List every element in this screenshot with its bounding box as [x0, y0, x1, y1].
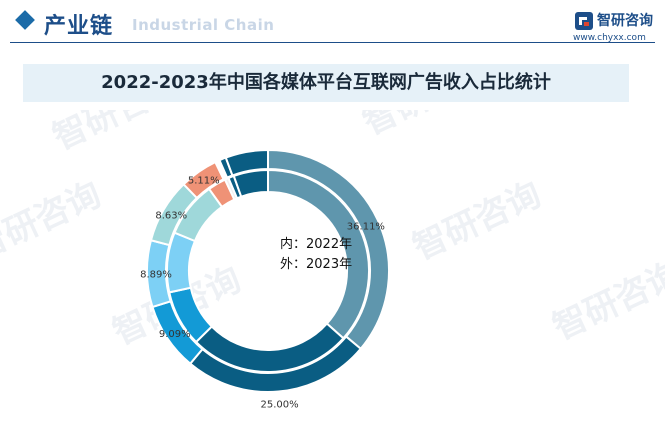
data-label-3: 8.89% — [140, 269, 172, 280]
watermark-5: 智研咨询 — [547, 254, 665, 348]
section-subtitle: Industrial Chain — [132, 16, 275, 34]
data-label-5: 5.11% — [188, 175, 220, 186]
section-diamond-icon — [15, 10, 35, 30]
data-label-4: 8.63% — [155, 211, 187, 222]
brand-url: www.chyxx.com — [573, 33, 646, 43]
data-label-1: 25.00% — [261, 399, 299, 410]
center-label-1: 外：2023年 — [280, 257, 352, 272]
inner-ring-slice-8 — [232, 168, 269, 198]
brand-name: 智研咨询 — [597, 13, 653, 29]
legend — [120, 425, 540, 435]
watermark-2: 智研咨询 — [0, 174, 107, 268]
brand-logo-icon — [575, 12, 593, 30]
header: 产业链 Industrial Chain 智研咨询 www.chyxx.com — [0, 0, 665, 48]
donut-chart: 智研咨询智研咨询智研咨询智研咨询智研咨询智研咨询36.11%25.00%9.09… — [0, 110, 665, 410]
center-label-0: 内：2022年 — [280, 236, 352, 252]
watermark-0: 智研咨询 — [47, 110, 187, 158]
watermark-1: 智研咨询 — [357, 110, 497, 143]
section-title: 产业链 — [44, 14, 114, 39]
chart-title: 2022-2023年中国各媒体平台互联网广告收入占比统计 — [23, 64, 629, 102]
outer-ring-slice-8 — [224, 148, 269, 177]
watermark-3: 智研咨询 — [407, 174, 547, 268]
data-label-2: 9.09% — [159, 329, 191, 340]
header-divider — [10, 42, 655, 43]
data-label-0: 36.11% — [347, 221, 385, 232]
